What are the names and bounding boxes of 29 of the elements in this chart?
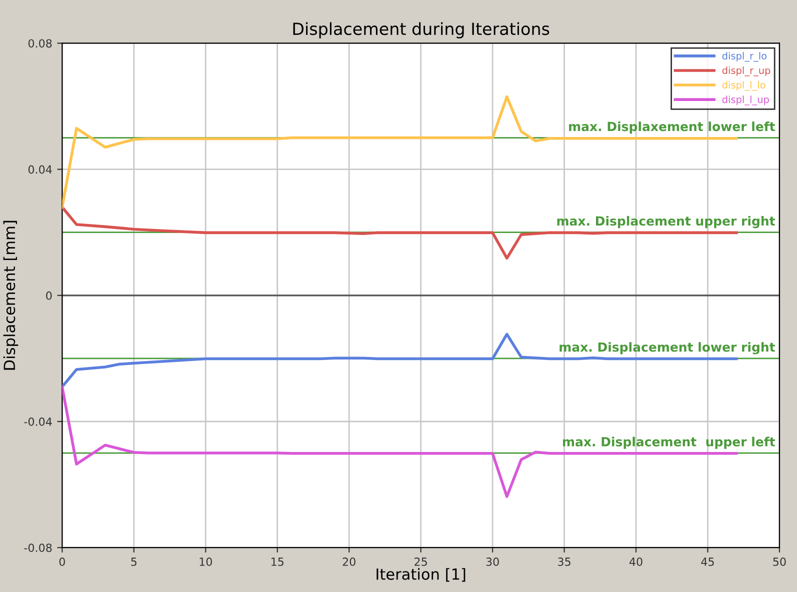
legend-label: displ_r_lo: [722, 52, 766, 62]
ref-line-label: max. Displaxement lower left: [569, 122, 776, 134]
chart-title: Displacement during Iterations: [293, 22, 550, 38]
x-tick-label: 40: [629, 558, 642, 566]
x-tick-label: 50: [773, 558, 786, 566]
x-tick-label: 25: [414, 558, 427, 566]
y-tick-label: 0.04: [28, 165, 52, 174]
ref-line-label: max. Displacement upper left: [563, 436, 776, 449]
line-series: [62, 206, 738, 260]
y-tick-label: -0.04: [24, 417, 52, 426]
x-tick-label: 10: [200, 558, 212, 566]
y-tick-label: -0.08: [24, 544, 52, 552]
x-tick-label: 5: [131, 558, 136, 566]
x-tick-label: 35: [558, 558, 570, 566]
x-tick-label: 0: [59, 558, 65, 566]
legend-label: displ_l_up: [722, 96, 769, 106]
ref-line-label: max. Displacement upper right: [557, 216, 776, 228]
y-tick-label: 0.08: [28, 39, 52, 48]
y-tick-label: 0: [46, 291, 52, 300]
ref-line-label: max. Displacement lower right: [560, 342, 776, 354]
legend-label: displ_r_up: [722, 66, 770, 76]
line-series: [62, 332, 738, 388]
x-tick-label: 20: [342, 558, 356, 566]
x-axis-title: Iteration [1]: [376, 568, 466, 582]
y-axis-title: Displacement [mm]: [3, 220, 18, 370]
x-tick-label: 45: [701, 558, 714, 566]
x-tick-label: 30: [486, 558, 499, 566]
x-tick-label: 15: [272, 558, 284, 566]
legend-label: displ_l_lo: [722, 81, 766, 91]
